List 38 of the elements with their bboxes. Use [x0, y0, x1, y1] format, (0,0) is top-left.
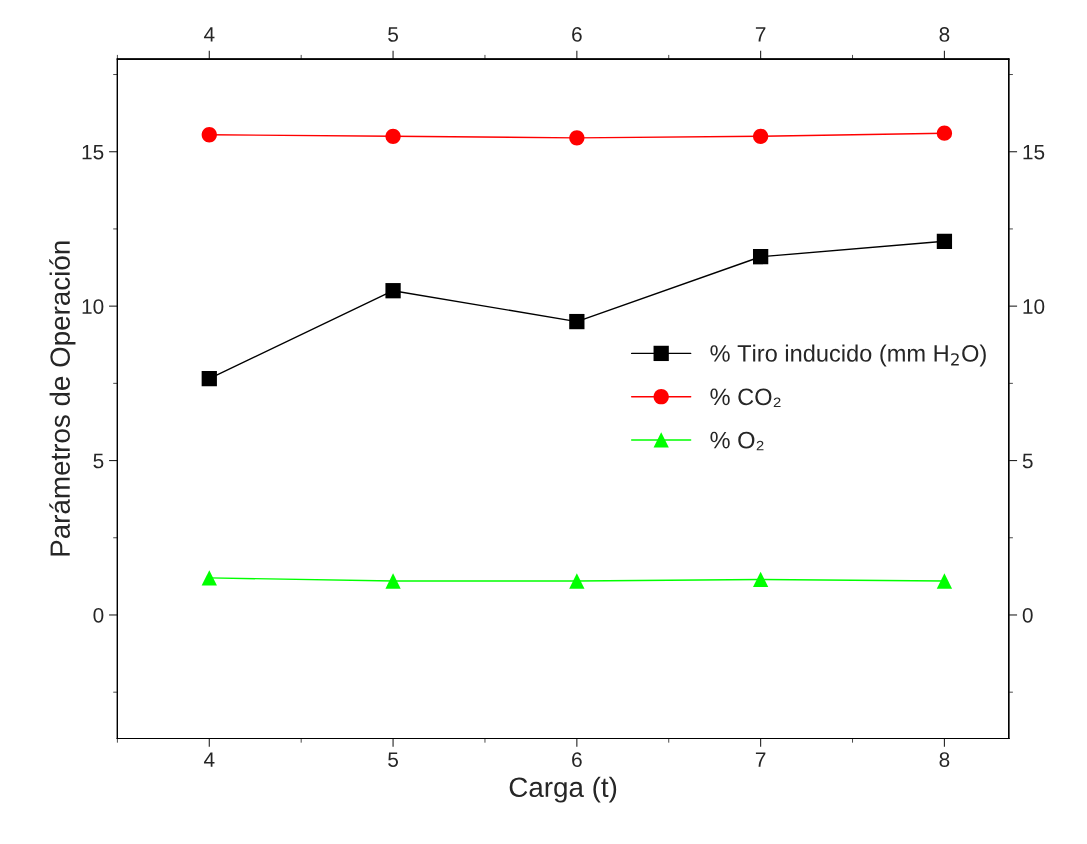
- y-tick-label: 0: [93, 607, 104, 623]
- point: [936, 125, 953, 141]
- x2-tick-label: 7: [755, 27, 766, 42]
- y2-tick-label: 0: [1022, 607, 1033, 623]
- point: [201, 127, 217, 143]
- legend-label: % O₂: [710, 431, 764, 451]
- y2-tick-label: 15: [1023, 144, 1045, 160]
- point: [385, 283, 401, 299]
- y-axis-title: Parámetros de Operación: [49, 241, 76, 556]
- x-axis-title: Carga (t): [509, 776, 617, 803]
- point: [569, 313, 585, 330]
- legend-label: % Tiro inducido (mm H$_{2}$O): [710, 344, 986, 367]
- point: [569, 573, 585, 589]
- point: [752, 128, 769, 144]
- point: [752, 249, 769, 265]
- y2-tick-label: 5: [1022, 453, 1033, 469]
- x-tick-label: 5: [388, 752, 398, 767]
- x2-tick-label: 5: [388, 27, 398, 42]
- y-tick-label: 10: [82, 299, 104, 314]
- x2-tick-label: 4: [203, 27, 215, 42]
- point: [385, 573, 401, 589]
- x2-tick-label: 8: [939, 27, 950, 42]
- y-tick-label: 5: [93, 453, 104, 469]
- legend-label: % CO₂: [710, 388, 781, 408]
- y-tick-label: 15: [82, 144, 104, 160]
- x-tick-label: 7: [755, 752, 766, 767]
- point: [752, 571, 769, 588]
- x2-tick-label: 6: [572, 27, 582, 42]
- point: [569, 130, 585, 146]
- point: [385, 128, 401, 144]
- point: [201, 371, 217, 387]
- x-tick-label: 6: [572, 752, 582, 767]
- x-tick-label: 8: [939, 752, 950, 767]
- y2-tick-label: 10: [1023, 299, 1045, 314]
- point: [201, 570, 217, 586]
- point: [936, 573, 953, 589]
- point: [936, 233, 953, 249]
- x-tick-label: 4: [203, 752, 215, 767]
